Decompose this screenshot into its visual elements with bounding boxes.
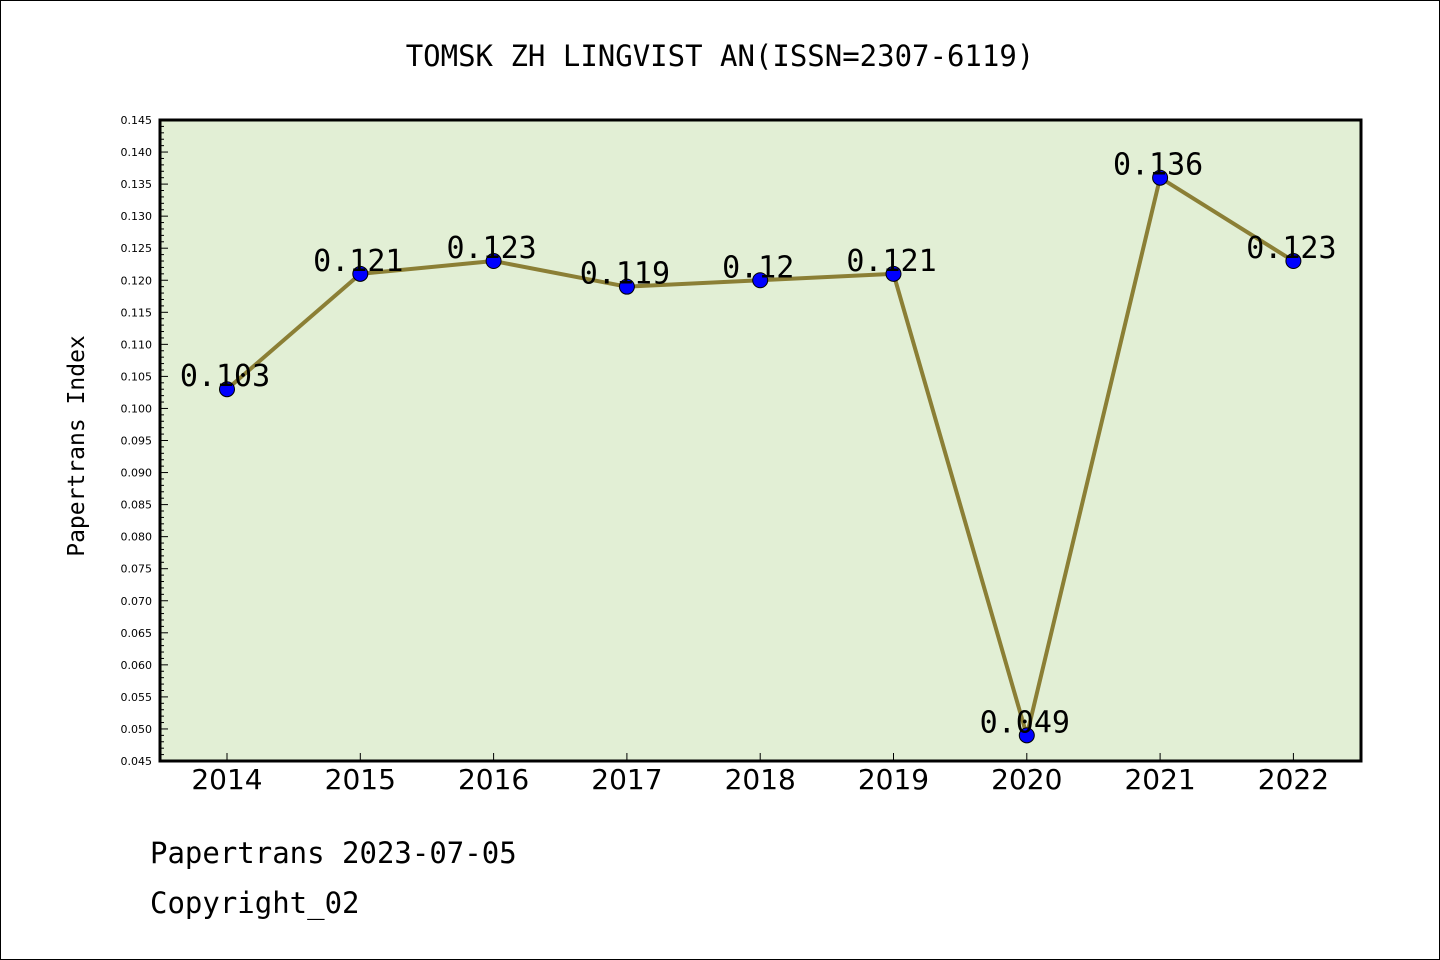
x-tick-label: 2021 <box>1124 763 1195 796</box>
data-label: 0.049 <box>980 705 1070 740</box>
y-tick-label: 0.105 <box>121 370 153 383</box>
y-tick-label: 0.125 <box>121 242 153 255</box>
data-point <box>1018 727 1035 744</box>
data-point <box>752 272 769 289</box>
y-tick-label: 0.080 <box>121 531 153 544</box>
y-tick-label: 0.100 <box>121 402 153 415</box>
data-point <box>485 253 502 270</box>
x-tick-label: 2016 <box>458 763 529 796</box>
data-point <box>1152 169 1169 186</box>
y-tick-label: 0.115 <box>121 306 153 319</box>
x-tick-label: 2022 <box>1258 763 1329 796</box>
data-label: 0.103 <box>180 359 270 394</box>
data-label: 0.121 <box>846 244 936 279</box>
data-labels: 0.103 0.121 0.123 0.119 0.12 0.121 0.049 0.136 0… <box>180 148 1337 741</box>
series-line-segment <box>491 259 629 289</box>
y-tick-label: 0.075 <box>121 563 153 576</box>
data-label: 0.123 <box>446 231 536 266</box>
y-tick-label: 0.140 <box>121 146 153 159</box>
series-line-segment <box>358 259 496 276</box>
y-tick-label: 0.060 <box>121 659 153 672</box>
plot-area <box>160 120 1361 761</box>
footer-copyright: Copyright_02 <box>150 886 360 920</box>
y-tick-label: 0.055 <box>121 691 153 704</box>
data-point <box>219 381 235 398</box>
x-tick-label: 2020 <box>991 763 1062 796</box>
y-tick-label: 0.095 <box>121 435 153 448</box>
plot-border <box>158 118 1363 763</box>
y-tick-label: 0.135 <box>121 178 153 191</box>
data-point <box>618 278 635 295</box>
data-label: 0.121 <box>313 244 403 279</box>
y-tick-label: 0.045 <box>121 755 153 768</box>
data-point <box>885 265 902 282</box>
series-line-segment <box>891 271 1029 738</box>
y-tick-label: 0.130 <box>121 210 153 223</box>
data-label: 0.123 <box>1246 231 1336 266</box>
y-tick-label: 0.145 <box>121 114 153 127</box>
data-label: 0.12 <box>722 250 794 285</box>
series-line-segment <box>1024 175 1163 738</box>
y-tick-label: 0.070 <box>121 595 153 608</box>
x-axis: 2014 2015 2016 2017 2018 2019 2020 2021 2022 <box>191 753 1329 796</box>
y-tick-label: 0.110 <box>121 338 153 351</box>
y-tick-label: 0.065 <box>121 627 153 640</box>
x-tick-label: 2019 <box>858 763 929 796</box>
x-tick-label: 2014 <box>191 763 262 796</box>
series-line-segment <box>225 271 363 392</box>
data-point <box>352 265 369 282</box>
y-axis-label: Papertrans Index <box>64 335 90 557</box>
chart-title: TOMSK ZH LINGVIST AN(ISSN=2307-6119) <box>406 39 1035 73</box>
series-line-segment <box>758 271 896 283</box>
y-tick-label: 0.050 <box>121 723 153 736</box>
data-label: 0.136 <box>1113 148 1203 183</box>
x-tick-label: 2015 <box>325 763 396 796</box>
y-tick-label: 0.085 <box>121 499 153 512</box>
data-point <box>1285 253 1302 270</box>
data-label: 0.119 <box>580 257 670 292</box>
footer-date: Papertrans 2023-07-05 <box>150 836 517 870</box>
x-tick-label: 2017 <box>591 763 662 796</box>
series-line-segment <box>624 278 763 289</box>
series-line-segment <box>1158 175 1296 264</box>
x-tick-label: 2018 <box>725 763 796 796</box>
y-tick-label: 0.120 <box>121 274 153 287</box>
series-markers <box>219 169 1302 744</box>
series-line-group <box>225 175 1296 738</box>
y-tick-label: 0.090 <box>121 467 153 480</box>
